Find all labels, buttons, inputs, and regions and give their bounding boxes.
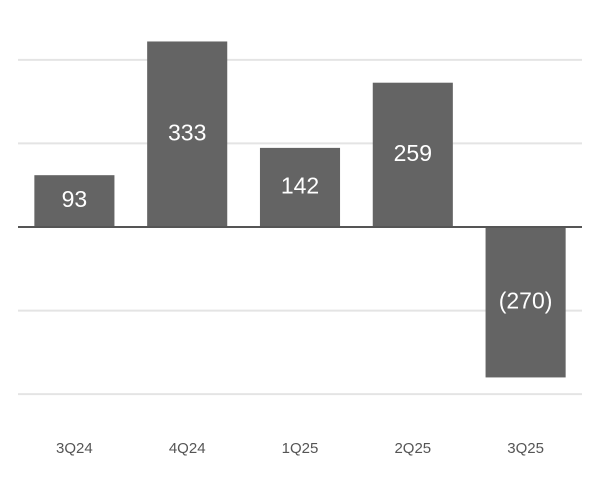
bar bbox=[372, 82, 453, 227]
x-tick-label: 2Q25 bbox=[394, 440, 431, 457]
value-label: 333 bbox=[168, 119, 206, 145]
bar bbox=[147, 41, 228, 227]
value-label: 142 bbox=[281, 173, 319, 199]
bar bbox=[259, 147, 341, 227]
x-tick-label: 4Q24 bbox=[169, 440, 206, 457]
bar bbox=[485, 227, 566, 378]
value-label: (270) bbox=[499, 287, 553, 313]
value-label: 259 bbox=[394, 140, 432, 166]
x-tick-label: 1Q25 bbox=[282, 440, 319, 457]
x-tick-label: 3Q24 bbox=[56, 440, 93, 457]
bar bbox=[34, 175, 115, 227]
value-label: 93 bbox=[62, 186, 88, 212]
x-tick-label: 3Q25 bbox=[507, 440, 544, 457]
